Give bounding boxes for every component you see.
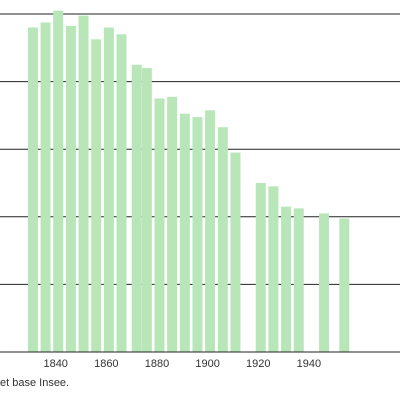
bar-1841 [53, 10, 64, 353]
bar-1926 [268, 186, 279, 352]
bar-1946 [319, 213, 330, 352]
bar-1866 [116, 34, 127, 352]
bar-1861 [103, 27, 114, 353]
x-tick-label-1920: 1920 [246, 358, 270, 370]
bar-1846 [65, 25, 76, 353]
bar-1954 [339, 218, 350, 352]
x-tick-label-1840: 1840 [43, 358, 67, 370]
bar-1872 [131, 64, 142, 352]
x-tick-labels: 1840 1860 1880 1900 1920 1940 [43, 358, 321, 370]
bar-1886 [167, 96, 178, 352]
x-tick-label-1900: 1900 [195, 358, 219, 370]
bar-1891 [179, 113, 190, 353]
x-tick-label-1860: 1860 [94, 358, 118, 370]
bar-1831 [27, 27, 38, 353]
bar-1896 [192, 117, 203, 352]
bar-1901 [205, 110, 216, 352]
x-tick-label-1940: 1940 [297, 358, 321, 370]
bars [27, 10, 350, 353]
bar-1911 [230, 152, 241, 352]
bar-1936 [293, 208, 304, 352]
x-tick-label-1880: 1880 [145, 358, 169, 370]
bar-1876 [141, 68, 152, 352]
bar-1921 [255, 183, 266, 352]
bar-1836 [40, 22, 51, 352]
bar-1856 [91, 39, 102, 352]
bar-1851 [78, 15, 89, 352]
bar-1931 [281, 206, 292, 352]
bar-1881 [154, 98, 165, 352]
source-note: et base Insee. [0, 377, 70, 389]
bar-1906 [217, 127, 228, 352]
